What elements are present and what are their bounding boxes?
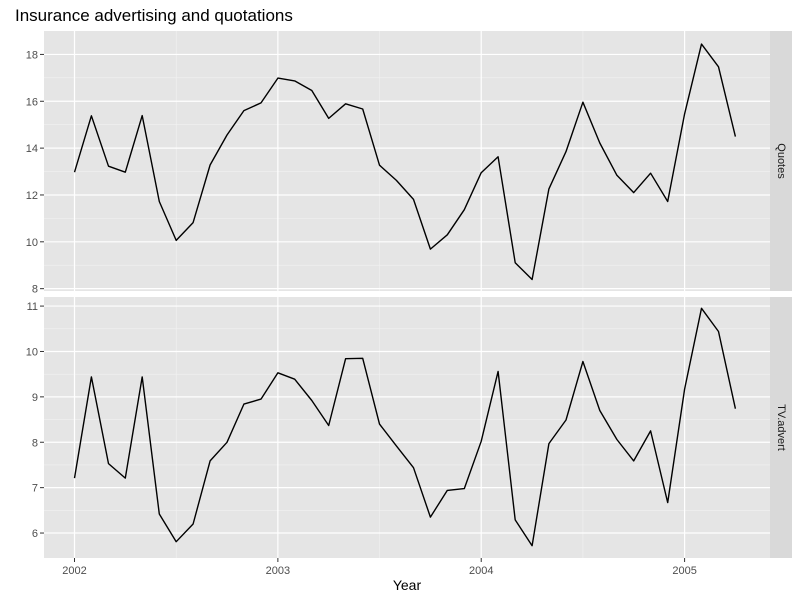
y-tick-label: 8 [32, 437, 38, 449]
x-axis: 2002 2003 2004 2005 [62, 558, 697, 577]
panel-background [44, 31, 770, 291]
chart-title: Insurance advertising and quotations [15, 6, 293, 25]
y-tick-label: 10 [26, 346, 38, 358]
x-axis-title: Year [393, 577, 422, 593]
x-tick-label: 2003 [266, 565, 290, 577]
x-tick-label: 2002 [62, 565, 86, 577]
y-tick-label: 9 [32, 392, 38, 404]
y-tick-label: 18 [26, 49, 38, 61]
facet-panel-1: 8 10 12 14 16 18 Quotes [26, 31, 792, 296]
facet-panels: 8 10 12 14 16 18 Quotes 6 7 8 9 10 11 TV.advert [26, 31, 792, 558]
y-tick-label: 14 [26, 143, 38, 155]
y-tick-label: 7 [32, 483, 38, 495]
y-tick-label: 11 [27, 301, 38, 313]
facet-strip-label: Quotes [775, 143, 787, 179]
y-tick-label: 16 [26, 96, 38, 108]
facet-strip [770, 31, 792, 291]
facet-panel-2: 6 7 8 9 10 11 TV.advert [26, 297, 792, 558]
series-line-tv-advert [73, 307, 737, 547]
x-tick-label: 2005 [672, 565, 696, 577]
y-tick-label: 12 [26, 190, 38, 202]
panel-background [44, 297, 770, 558]
x-tick-label: 2004 [469, 565, 493, 577]
series-line-quotes [73, 43, 737, 281]
y-tick-label: 6 [32, 528, 38, 540]
y-tick-label: 10 [26, 237, 38, 249]
y-tick-label: 8 [32, 284, 38, 296]
facet-strip-label: TV.advert [775, 404, 787, 451]
facet-strip [770, 297, 792, 558]
